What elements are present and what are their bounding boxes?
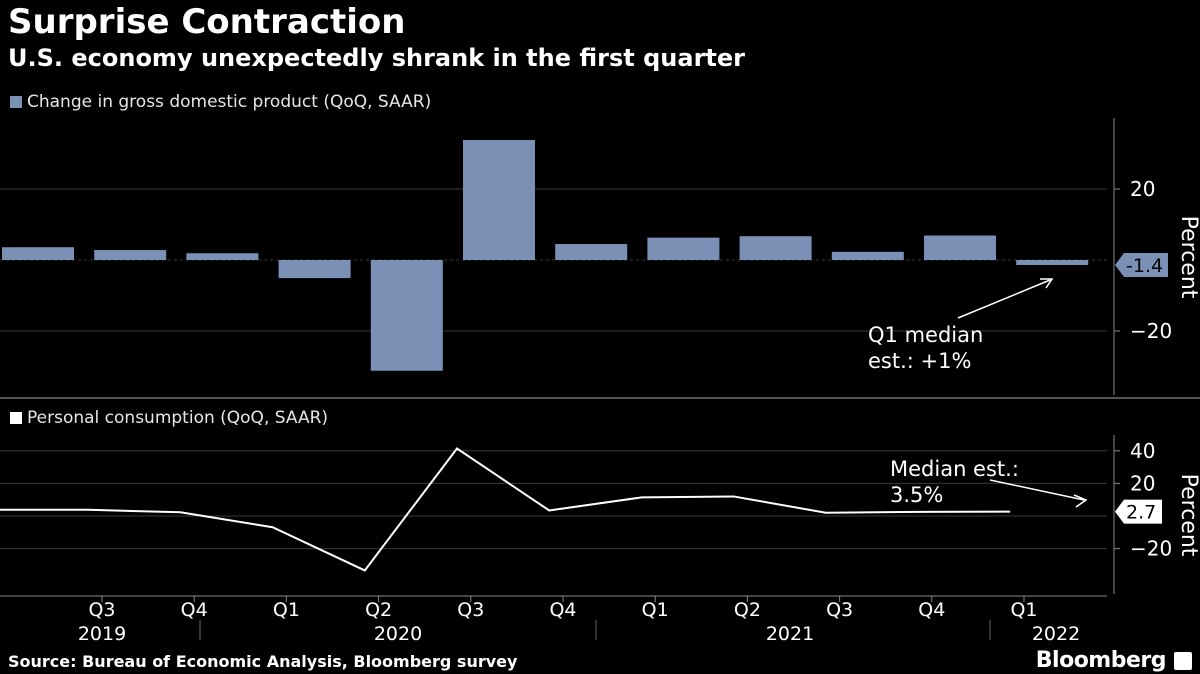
x-tick-label-quarter: Q1 xyxy=(642,599,669,621)
x-tick-label-quarter: Q3 xyxy=(88,599,115,621)
legend-gdp: Change in gross domestic product (QoQ, S… xyxy=(10,92,431,112)
pce-last-value-tag xyxy=(1115,499,1162,524)
pce-annotation-line2: 3.5% xyxy=(890,483,944,507)
chart-title: Surprise Contraction xyxy=(8,2,406,42)
x-tick-label-quarter: Q1 xyxy=(273,599,300,621)
gdp-bar-10 xyxy=(831,251,904,260)
gdp-bar-4 xyxy=(278,260,351,279)
pce-annotation-arrowhead xyxy=(1073,494,1088,508)
legend-label-gdp: Change in gross domestic product (QoQ, S… xyxy=(27,92,432,112)
gdp-bar-6 xyxy=(463,140,535,260)
x-tick-label-quarter: Q1 xyxy=(1010,599,1037,621)
x-tick-label-year: 2019 xyxy=(78,623,126,645)
pce-annotation: Median est.: 3.5% xyxy=(890,456,1019,508)
x-tick-label-quarter: Q4 xyxy=(549,599,576,621)
gdp-bar-3 xyxy=(186,253,259,260)
x-tick-label-quarter: Q4 xyxy=(918,599,945,621)
gdp-annotation-arrowhead xyxy=(1040,278,1054,289)
x-tick-label-quarter: Q4 xyxy=(181,599,208,621)
gdp-annotation-arrow xyxy=(957,279,1051,319)
x-tick-label-year: 2022 xyxy=(1032,623,1080,645)
gdp-bar-1 xyxy=(2,247,74,260)
gdp-y-tick-label: −20 xyxy=(1130,319,1172,343)
x-tick-label-year: 2020 xyxy=(374,623,422,645)
gdp-bar-7 xyxy=(555,244,628,260)
x-tick-label-quarter: Q3 xyxy=(826,599,853,621)
x-tick-label-quarter: Q2 xyxy=(734,599,761,621)
gdp-last-value-tag xyxy=(1115,252,1168,277)
pce-y-tick-label: −20 xyxy=(1130,537,1172,561)
x-tick-label-year: 2021 xyxy=(766,623,814,645)
pce-annotation-arrow xyxy=(989,479,1085,501)
gdp-y-tick-label: 20 xyxy=(1130,177,1155,201)
x-tick-label-quarter: Q2 xyxy=(365,599,392,621)
gdp-bar-8 xyxy=(647,237,720,260)
gdp-annotation-line1: Q1 median xyxy=(868,323,984,347)
source-note: Source: Bureau of Economic Analysis, Blo… xyxy=(8,652,518,671)
pce-line xyxy=(0,447,1011,572)
pce-annotation-line1: Median est.: xyxy=(890,457,1019,481)
pce-last-value-label: 2.7 xyxy=(1126,502,1156,524)
legend-label-pce: Personal consumption (QoQ, SAAR) xyxy=(27,408,329,428)
pce-y-tick-label: 40 xyxy=(1130,439,1155,463)
gdp-bar-2 xyxy=(94,250,167,260)
bloomberg-logo: Bloomberg xyxy=(1035,648,1167,673)
gdp-bar-12 xyxy=(1016,260,1089,265)
legend-swatch-pce xyxy=(10,412,22,424)
legend-swatch-gdp xyxy=(10,96,22,108)
gdp-bar-11 xyxy=(924,235,996,260)
gdp-last-value-label: -1.4 xyxy=(1126,255,1163,277)
x-tick-label-quarter: Q3 xyxy=(457,599,484,621)
gdp-bar-9 xyxy=(739,236,812,260)
pce-y-tick-label: 20 xyxy=(1130,471,1155,495)
gdp-annotation: Q1 median est.: +1% xyxy=(868,322,983,374)
gdp-y-axis-title: Percent xyxy=(1176,216,1200,299)
pce-y-axis-title: Percent xyxy=(1176,474,1200,557)
gdp-annotation-line2: est.: +1% xyxy=(868,349,972,373)
legend-pce: Personal consumption (QoQ, SAAR) xyxy=(10,408,328,428)
chart-subtitle: U.S. economy unexpectedly shrank in the … xyxy=(8,44,745,72)
gdp-bar-5 xyxy=(370,260,443,371)
bloomberg-chart-icon xyxy=(1174,652,1192,670)
